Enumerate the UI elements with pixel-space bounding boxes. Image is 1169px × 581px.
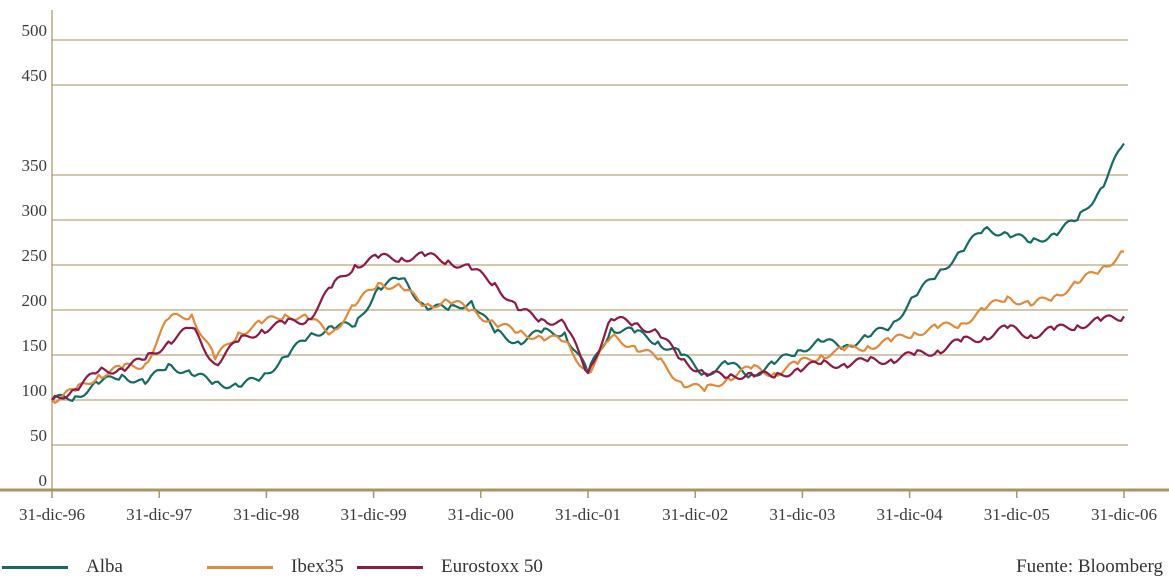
series-lines	[51, 142, 1125, 404]
y-tick-label-0: 0	[39, 471, 48, 490]
x-tick-label: 31-dic-96	[19, 505, 85, 524]
legend-swatch-eurostoxx	[357, 565, 423, 569]
series-line-ibex35	[51, 250, 1124, 404]
y-tick-label-100: 100	[22, 381, 48, 400]
x-tick-label: 31-dic-01	[555, 505, 621, 524]
legend-item-alba: Alba	[2, 556, 123, 578]
legend-swatch-ibex35	[207, 565, 273, 569]
gridlines	[52, 39, 1128, 446]
legend-swatch-alba	[2, 565, 68, 569]
x-tick-label: 31-dic-97	[126, 505, 193, 524]
legend-item-eurostoxx: Eurostoxx 50	[357, 556, 543, 578]
legend-item-ibex35: Ibex35	[207, 556, 344, 578]
y-tick-label-300: 300	[22, 201, 48, 220]
y-tick-label-450: 450	[22, 66, 48, 85]
y-tick-label-200: 200	[22, 291, 48, 310]
legend-label-alba: Alba	[86, 556, 123, 577]
y-tick-label-150: 150	[22, 336, 48, 355]
x-axis: 31-dic-96 31-dic-97 31-dic-98 31-dic-99 31-d…	[0, 488, 1169, 524]
series-line-eurostoxx-50	[51, 251, 1125, 401]
y-tick-label-350: 350	[22, 156, 48, 175]
y-axis: 0 50 100 150 200 250 300 350 450 500	[22, 10, 53, 490]
y-tick-label-50: 50	[30, 426, 47, 445]
legend-label-eurostoxx: Eurostoxx 50	[441, 556, 543, 577]
legend: Alba Ibex35 Eurostoxx 50	[0, 556, 1169, 580]
y-tick-label-500: 500	[22, 21, 48, 40]
x-tick-label: 31-dic-02	[662, 505, 728, 524]
x-tick-label: 31-dic-99	[341, 505, 407, 524]
x-tick-label: 31-dic-98	[233, 505, 299, 524]
source-note: Fuente: Bloomberg	[1016, 556, 1163, 577]
x-tick-label: 31-dic-05	[984, 505, 1050, 524]
x-tick-label: 31-dic-00	[448, 505, 514, 524]
x-tick-label: 31-dic-04	[877, 505, 944, 524]
y-tick-label-250: 250	[22, 246, 48, 265]
x-tick-label: 31-dic-06	[1091, 505, 1157, 524]
x-tick-label: 31-dic-03	[769, 505, 835, 524]
legend-label-ibex35: Ibex35	[291, 556, 344, 577]
